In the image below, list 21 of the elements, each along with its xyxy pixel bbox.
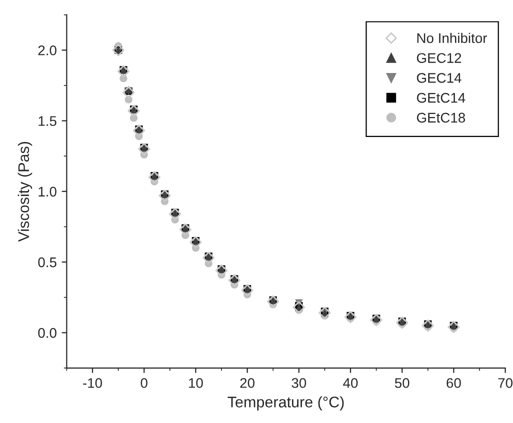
x-tick-label: 30 [292, 378, 306, 388]
x-tick-label: 10 [189, 378, 203, 388]
x-tick-label: -10 [83, 378, 102, 388]
x-axis-title: Temperature (°C) [228, 396, 344, 410]
legend-label: GEC14 [416, 73, 462, 83]
legend-label: GEtC14 [416, 92, 466, 103]
y-tick-label: 0.0 [38, 328, 56, 338]
y-tick-label: 0.5 [38, 257, 56, 268]
y-tick-label: 1.5 [38, 116, 56, 126]
x-tick-label: 50 [394, 378, 410, 388]
x-tick-label: 70 [498, 378, 512, 388]
legend-label: GEC12 [416, 53, 462, 63]
x-tick-label: 60 [446, 378, 461, 388]
y-tick-label: 1.0 [38, 186, 56, 197]
x-tick-label: 40 [343, 378, 358, 388]
x-tick-label: 0 [140, 378, 148, 388]
legend-label: No Inhibitor [417, 32, 488, 44]
y-tick-label: 2.0 [38, 45, 56, 56]
x-tick-label: 20 [240, 378, 254, 388]
y-axis-title: Viscosity (Pas) [18, 142, 32, 242]
legend-label: GEtC18 [416, 112, 466, 123]
